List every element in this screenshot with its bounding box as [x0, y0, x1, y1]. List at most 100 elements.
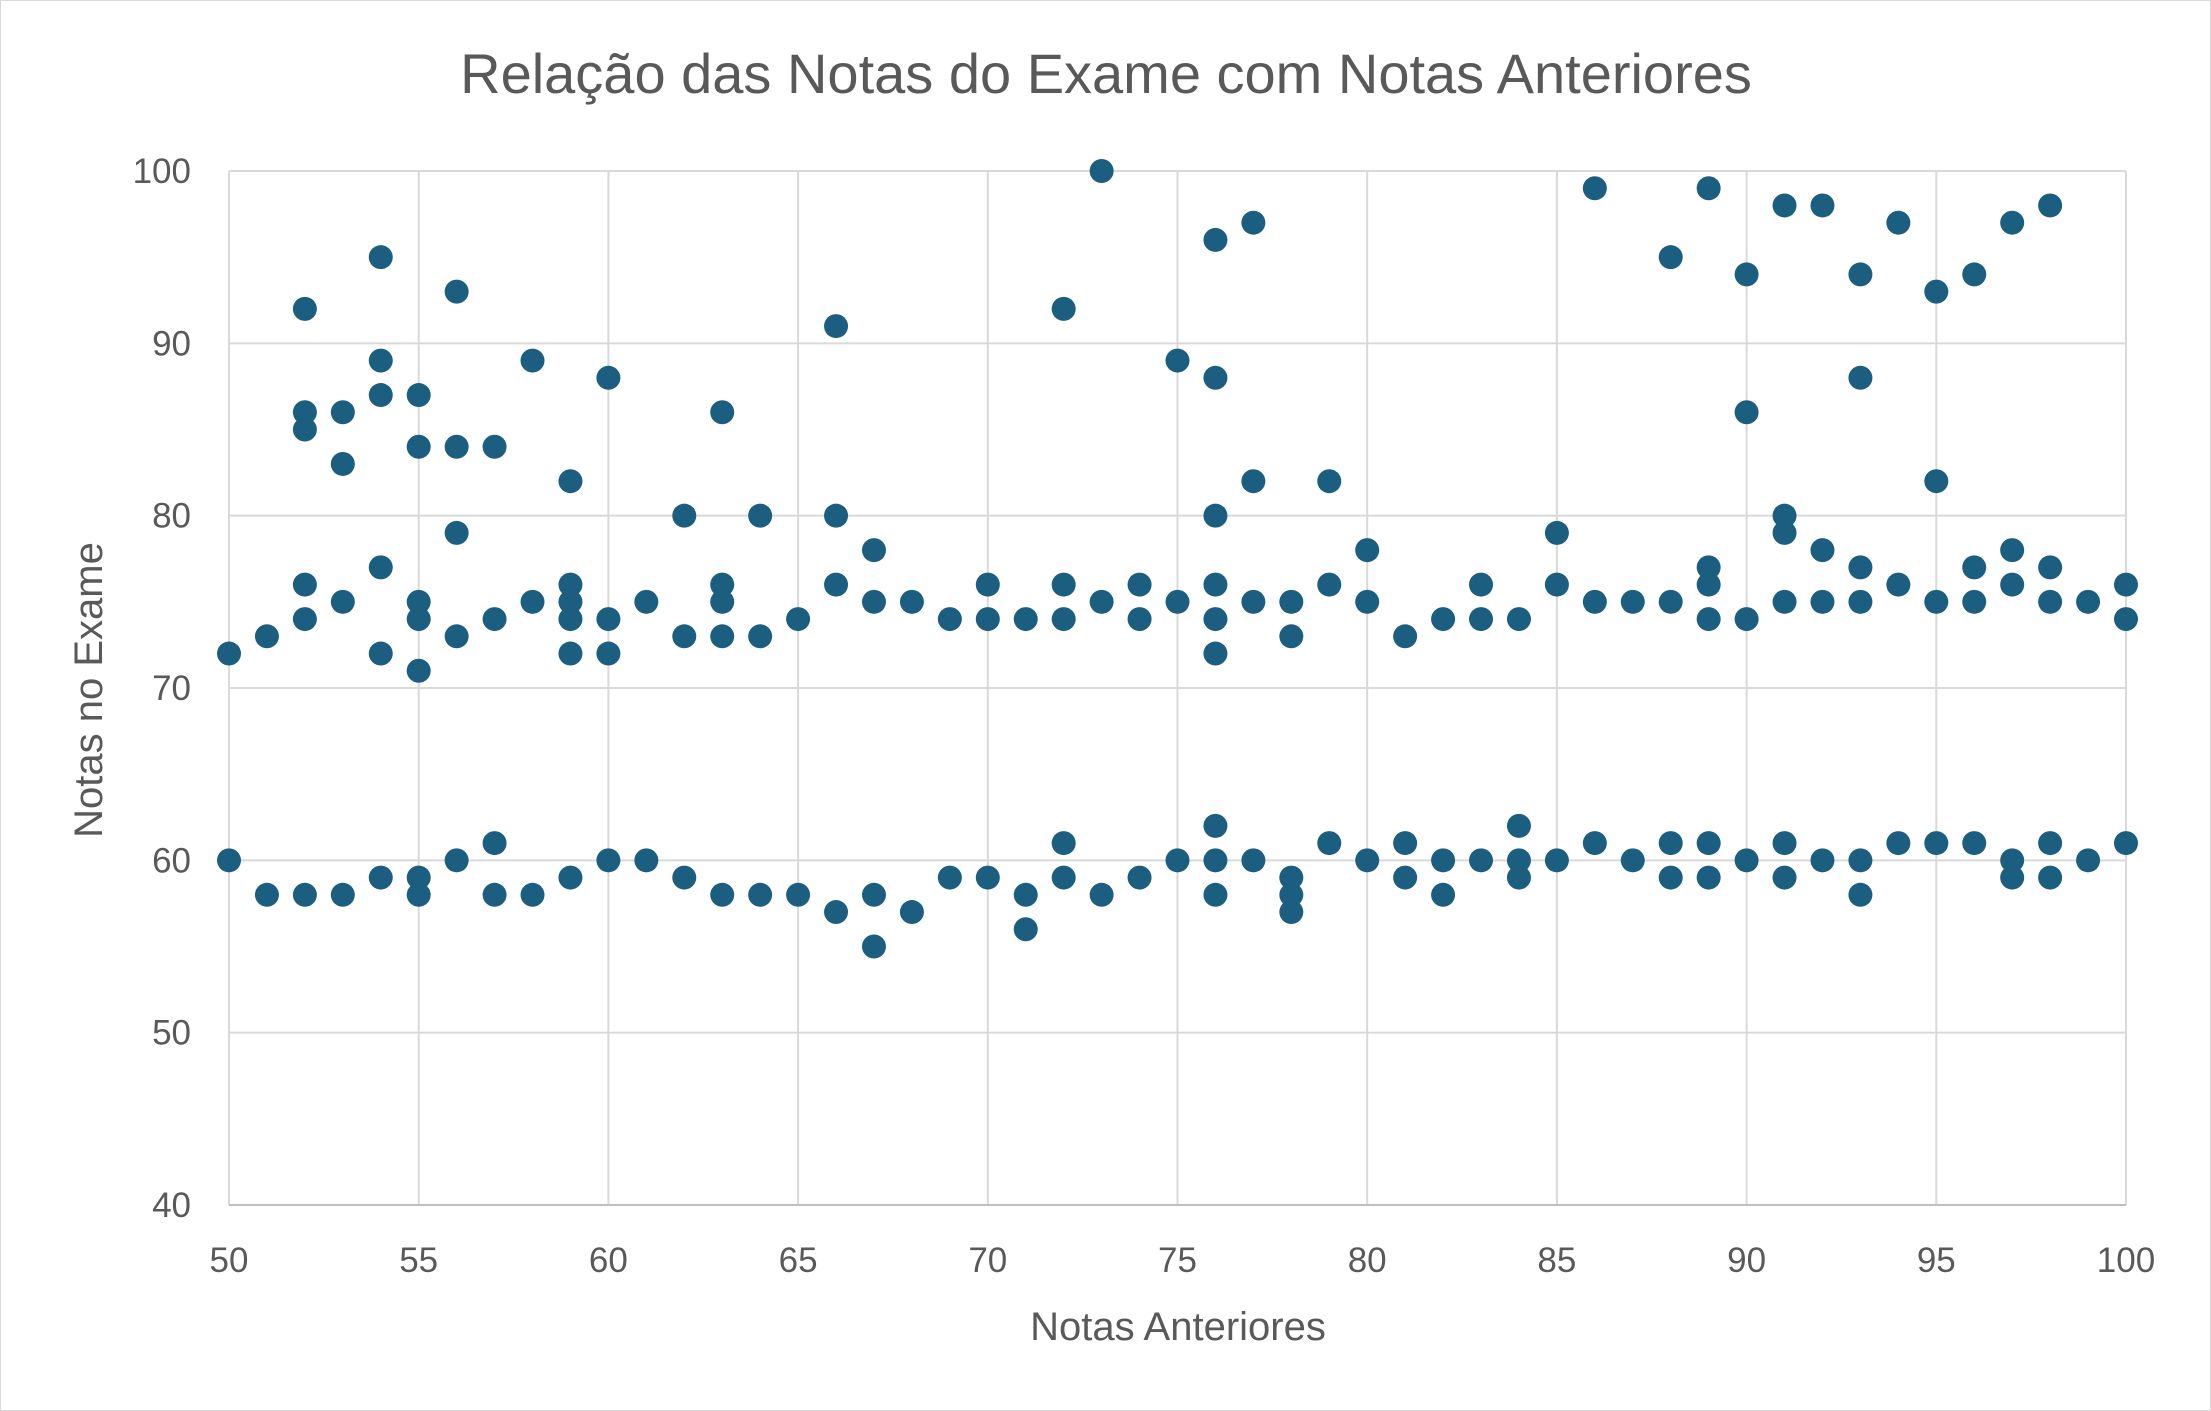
data-point [1089, 589, 1114, 614]
data-point [1127, 865, 1152, 890]
data-point [1506, 848, 1531, 873]
data-point [748, 503, 773, 528]
data-point [2114, 572, 2138, 597]
data-point [330, 400, 355, 425]
data-point [330, 589, 355, 614]
x-tick-label: 55 [399, 1241, 438, 1280]
data-point [292, 607, 317, 632]
data-point [710, 572, 735, 597]
data-point [824, 900, 849, 925]
data-point [672, 624, 697, 649]
data-point [634, 848, 659, 873]
x-tick-label: 90 [1727, 1241, 1766, 1280]
data-point [1772, 865, 1797, 890]
data-point [1051, 865, 1076, 890]
data-point [330, 451, 355, 476]
data-point [1506, 607, 1531, 632]
y-tick-label: 50 [152, 1014, 191, 1053]
data-point [1393, 865, 1418, 890]
data-point [1393, 624, 1418, 649]
data-point [1393, 831, 1418, 856]
data-point [1013, 882, 1038, 907]
data-point [1203, 641, 1228, 666]
data-point [672, 865, 697, 890]
data-point [1089, 159, 1114, 183]
data-point [2000, 210, 2025, 235]
data-point [1734, 848, 1759, 873]
data-point [1696, 176, 1721, 201]
x-tick-label: 85 [1537, 1241, 1576, 1280]
data-point [558, 572, 583, 597]
data-point [1279, 624, 1304, 649]
x-tick-label: 60 [589, 1241, 628, 1280]
data-point [444, 624, 469, 649]
data-point [558, 589, 583, 614]
data-point [2038, 865, 2063, 890]
data-point [1582, 589, 1607, 614]
data-point [1772, 589, 1797, 614]
data-point [558, 469, 583, 494]
data-point [2000, 538, 2025, 563]
y-tick-label: 70 [152, 669, 191, 708]
data-point [861, 538, 886, 563]
data-point [1848, 262, 1873, 287]
data-point [2076, 589, 2101, 614]
y-tick-label: 40 [152, 1186, 191, 1225]
data-point [1203, 503, 1228, 528]
data-point [1924, 279, 1949, 304]
data-point [520, 348, 545, 373]
data-point [2076, 848, 2101, 873]
data-point [2038, 831, 2063, 856]
data-point [2038, 193, 2063, 218]
data-point [1696, 555, 1721, 580]
data-point [482, 882, 507, 907]
data-point [406, 865, 431, 890]
data-point [330, 882, 355, 907]
data-point [1127, 607, 1152, 632]
data-point [444, 279, 469, 304]
data-point [1810, 538, 1835, 563]
data-point [1696, 865, 1721, 890]
data-point [1962, 555, 1987, 580]
data-point [861, 934, 886, 959]
data-point [1506, 813, 1531, 838]
data-point [1241, 469, 1266, 494]
data-point [596, 365, 621, 390]
data-point [1772, 831, 1797, 856]
data-point [1772, 193, 1797, 218]
data-point [1848, 555, 1873, 580]
data-point [1658, 245, 1683, 270]
data-points [217, 159, 2138, 959]
data-point [975, 572, 1000, 597]
data-point [1886, 572, 1911, 597]
data-point [1810, 193, 1835, 218]
data-point [1431, 882, 1456, 907]
data-point [1772, 503, 1797, 528]
data-point [482, 434, 507, 459]
data-point [1355, 848, 1380, 873]
data-point [710, 400, 735, 425]
x-tick-label: 75 [1158, 1241, 1197, 1280]
data-point [975, 607, 1000, 632]
data-point [406, 434, 431, 459]
data-point [520, 882, 545, 907]
data-point [937, 607, 962, 632]
data-point [1962, 262, 1987, 287]
data-point [1355, 538, 1380, 563]
data-point [1810, 589, 1835, 614]
data-point [292, 882, 317, 907]
data-point [824, 314, 849, 339]
data-point [1962, 589, 1987, 614]
data-point [1317, 831, 1342, 856]
data-point [292, 572, 317, 597]
data-point [1469, 572, 1494, 597]
data-point [1203, 607, 1228, 632]
data-point [937, 865, 962, 890]
data-point [1886, 831, 1911, 856]
data-point [2038, 555, 2063, 580]
data-point [444, 434, 469, 459]
data-point [1848, 882, 1873, 907]
data-point [1469, 848, 1494, 873]
y-tick-label: 90 [152, 324, 191, 363]
